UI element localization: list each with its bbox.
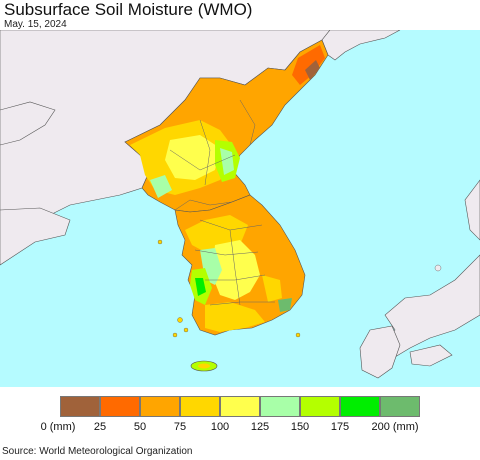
kyushu-island — [359, 325, 401, 379]
jeju-center — [198, 363, 210, 369]
liaodong-peninsula — [0, 101, 56, 146]
legend-label-5: 125 — [250, 421, 270, 433]
map-date: May. 15, 2024 — [4, 19, 67, 30]
sk-zone-yellow-east — [262, 275, 282, 302]
legend-swatch-6 — [300, 396, 340, 417]
legend-label-0: 0 (mm) — [40, 421, 76, 433]
nk-zone-brown — [305, 60, 320, 80]
legend-label-7: 175 — [330, 421, 350, 433]
sk-zone-brightgreen — [195, 278, 206, 296]
legend-labels: 0 (mm) 25 50 75 100 125 150 175 200 (mm) — [0, 421, 480, 435]
legend-label-3: 75 — [173, 421, 187, 433]
shandong-peninsula — [0, 207, 71, 266]
nk-zone-west-green — [150, 175, 172, 198]
legend-label-8: 200 (mm) — [371, 421, 419, 433]
honshu-north — [464, 179, 480, 241]
legend-label-6: 150 — [290, 421, 310, 433]
soil-moisture-map — [0, 30, 480, 387]
nk-zone-lightyellow — [165, 135, 220, 180]
legend-swatch-8 — [380, 396, 420, 417]
admin-boundaries — [169, 99, 275, 306]
nk-zone-darkorange — [292, 45, 325, 85]
map-title: Subsurface Soil Moisture (WMO) — [4, 0, 253, 19]
legend-swatch-4 — [220, 396, 260, 417]
legend-swatch-0 — [60, 396, 100, 417]
legend-bar — [60, 396, 420, 417]
small-islands — [157, 239, 442, 338]
sk-zone-orange-east — [258, 230, 300, 300]
legend-swatch-7 — [340, 396, 380, 417]
legend-label-2: 50 — [133, 421, 147, 433]
legend-label-4: 100 — [210, 421, 230, 433]
sk-zone-green-southeast — [278, 298, 292, 312]
shikoku-island — [409, 344, 453, 367]
legend-label-1: 25 — [93, 421, 107, 433]
legend-swatch-2 — [140, 396, 180, 417]
legend-swatch-5 — [260, 396, 300, 417]
legend-swatch-1 — [100, 396, 140, 417]
map-canvas — [0, 30, 480, 387]
legend-swatch-3 — [180, 396, 220, 417]
source-credit: Source: World Meteorological Organizatio… — [2, 446, 193, 457]
nk-zone-palegreen — [220, 148, 234, 175]
sk-zone-yellow-south — [205, 302, 265, 332]
